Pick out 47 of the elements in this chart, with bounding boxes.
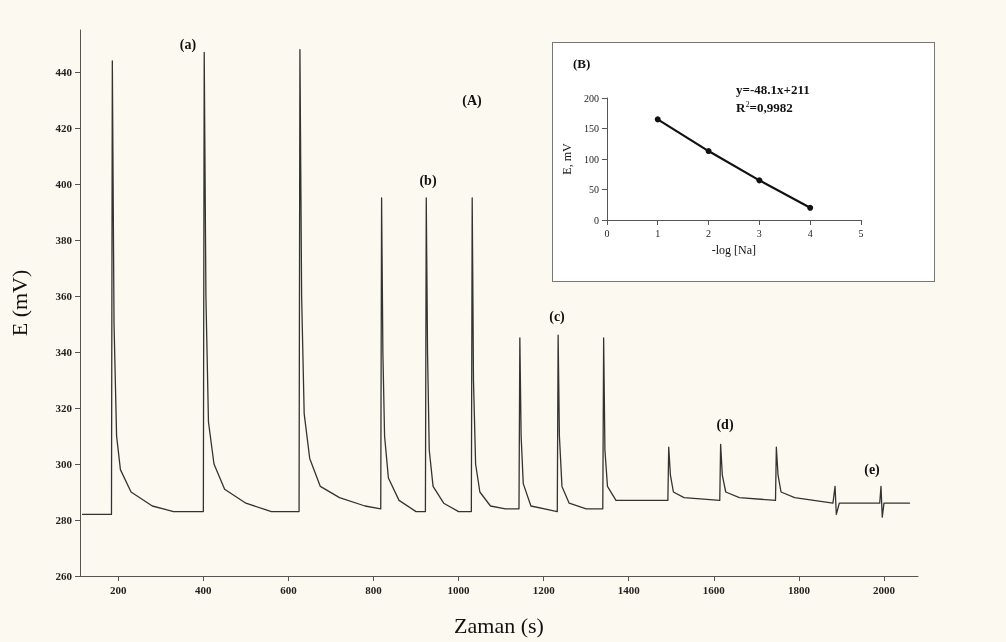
- annotation: (d): [716, 416, 734, 433]
- y-tick-label: 400: [55, 178, 73, 190]
- x-axis-title: -log [Na]: [711, 243, 757, 257]
- x-tick-label: 1200: [532, 583, 556, 596]
- annotation: (c): [549, 308, 566, 325]
- x-tick-label: 1000: [447, 583, 471, 596]
- point: [654, 116, 661, 123]
- annotation: (A): [462, 92, 483, 109]
- y-tick-label: 50: [588, 184, 599, 195]
- point: [756, 177, 763, 184]
- y-tick-label: 0: [593, 214, 599, 226]
- y-tick-label: 260: [55, 570, 73, 582]
- point: [705, 148, 712, 155]
- x-tick-label: 600: [280, 583, 298, 596]
- x-tick-label: 1600: [702, 583, 726, 596]
- x-tick-label: 4: [807, 227, 813, 239]
- y-tick-label: 280: [55, 514, 73, 526]
- y-tick-label: 380: [55, 234, 73, 246]
- y-tick-label: 150: [583, 123, 599, 134]
- x-tick-label: 1: [655, 227, 661, 239]
- x-tick-label: 800: [365, 583, 383, 596]
- annotation: (b): [419, 172, 437, 189]
- annotation: y=-48.1x+211: [736, 81, 810, 97]
- x-tick-label: 400: [195, 583, 213, 596]
- y-axis-title: E (mV): [6, 269, 32, 337]
- x-tick-label: 200: [110, 583, 128, 596]
- x-tick-label: 5: [858, 227, 864, 239]
- x-axis-title: Zaman (s): [454, 612, 544, 638]
- y-tick-label: 300: [55, 458, 73, 470]
- x-tick-label: 1800: [787, 583, 811, 596]
- y-tick-label: 360: [55, 290, 73, 302]
- x-tick-label: 2: [706, 227, 712, 239]
- y-tick-label: 100: [583, 153, 599, 165]
- annotation: (a): [179, 36, 197, 53]
- y-axis-title: E, mV: [560, 143, 574, 175]
- y-tick-label: 200: [583, 92, 599, 104]
- annotation: (e): [864, 461, 881, 478]
- x-tick-label: 0: [604, 227, 610, 239]
- y-tick-label: 420: [55, 122, 73, 134]
- y-tick-label: 340: [55, 346, 73, 358]
- x-tick-label: 1400: [617, 583, 641, 596]
- x-tick-label: 2000: [872, 583, 896, 596]
- x-tick-label: 3: [756, 227, 762, 239]
- y-tick-label: 440: [55, 66, 73, 78]
- point: [807, 204, 814, 211]
- y-tick-label: 320: [55, 402, 73, 414]
- annotation: (B): [573, 55, 591, 71]
